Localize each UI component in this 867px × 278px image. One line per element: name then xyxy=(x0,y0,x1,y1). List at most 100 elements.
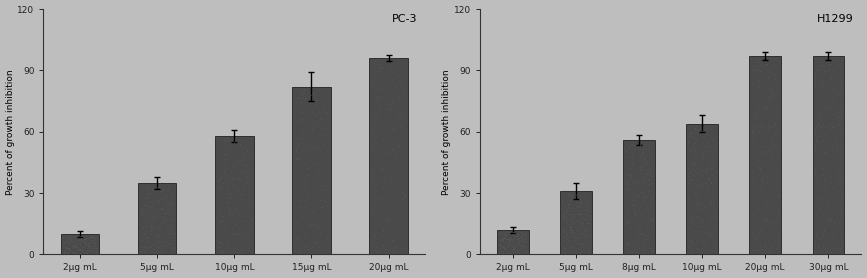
Point xyxy=(761,250,775,255)
Point xyxy=(75,237,88,242)
Point xyxy=(388,220,402,224)
Point xyxy=(62,250,75,254)
Point xyxy=(368,235,382,239)
Point xyxy=(633,207,647,211)
Point xyxy=(819,181,833,186)
Point xyxy=(770,152,784,157)
Point xyxy=(63,233,77,238)
Point xyxy=(692,168,706,173)
Point xyxy=(298,197,312,202)
Point xyxy=(751,117,765,121)
Point xyxy=(146,215,160,220)
Point xyxy=(518,232,532,237)
Point xyxy=(394,116,408,120)
Point xyxy=(751,83,765,88)
Point xyxy=(707,186,720,191)
Point xyxy=(141,186,155,190)
Point xyxy=(636,243,650,248)
Point xyxy=(572,202,586,207)
Point xyxy=(510,239,524,244)
Point xyxy=(238,169,251,174)
Point xyxy=(682,178,696,182)
Point xyxy=(685,166,699,171)
Point xyxy=(76,250,90,254)
Point xyxy=(570,218,583,222)
Point xyxy=(761,126,775,131)
Point xyxy=(833,142,847,146)
Point xyxy=(566,220,580,224)
Point xyxy=(298,244,312,249)
Point xyxy=(641,189,655,194)
Point xyxy=(320,219,334,223)
Point xyxy=(556,248,570,252)
Point xyxy=(692,204,706,208)
Point xyxy=(221,247,235,251)
Point xyxy=(626,153,640,157)
Point xyxy=(771,84,785,89)
Point xyxy=(698,169,712,174)
Point xyxy=(811,234,825,239)
Point xyxy=(223,191,237,195)
Point xyxy=(686,241,700,245)
Point xyxy=(217,152,231,156)
Point xyxy=(746,124,760,128)
Point xyxy=(514,246,528,250)
Point xyxy=(298,162,312,166)
Point xyxy=(690,203,704,207)
Point xyxy=(759,216,773,221)
Point xyxy=(244,170,257,175)
Point xyxy=(832,220,846,225)
Point xyxy=(691,207,705,212)
Point xyxy=(319,116,333,121)
Point xyxy=(304,224,318,229)
Point xyxy=(811,196,825,201)
Point xyxy=(61,234,75,238)
Point xyxy=(809,231,823,236)
Point xyxy=(83,247,97,251)
Point xyxy=(497,249,511,254)
Point xyxy=(221,213,235,218)
Point xyxy=(580,207,594,212)
Point xyxy=(570,205,583,210)
Point xyxy=(643,215,657,220)
Point xyxy=(151,224,165,228)
Point xyxy=(140,229,153,234)
Point xyxy=(371,94,385,98)
Point xyxy=(500,244,514,248)
Point xyxy=(695,200,709,205)
Point xyxy=(817,244,831,249)
Point xyxy=(164,225,178,230)
Point xyxy=(580,205,594,210)
Point xyxy=(319,247,333,251)
Point xyxy=(76,248,90,252)
Point xyxy=(373,95,387,99)
Point xyxy=(147,250,160,254)
Point xyxy=(313,154,327,159)
Point xyxy=(497,249,511,254)
Point xyxy=(569,241,583,246)
Point xyxy=(501,243,515,247)
Point xyxy=(228,177,242,181)
Point xyxy=(57,240,71,244)
Point xyxy=(155,214,169,219)
Point xyxy=(761,75,775,79)
Point xyxy=(766,171,780,175)
Point xyxy=(557,228,570,233)
Point xyxy=(622,145,636,150)
Point xyxy=(574,245,588,249)
Point xyxy=(814,125,828,130)
Point xyxy=(80,238,94,243)
Point xyxy=(228,138,242,143)
Point xyxy=(311,135,325,139)
Point xyxy=(366,140,380,145)
Point xyxy=(231,176,245,181)
Point xyxy=(316,150,330,154)
Point xyxy=(750,115,764,119)
Point xyxy=(834,232,848,236)
Point xyxy=(218,225,231,229)
Point xyxy=(379,125,393,130)
Point xyxy=(240,174,254,178)
Point xyxy=(305,124,319,128)
Point xyxy=(495,245,509,249)
Point xyxy=(228,164,242,169)
